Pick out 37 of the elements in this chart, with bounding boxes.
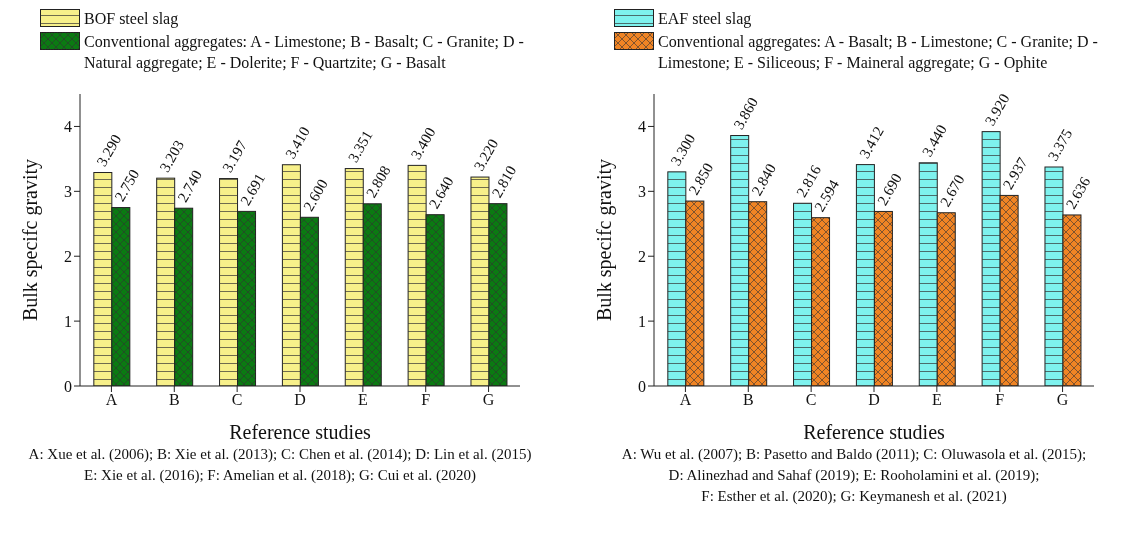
text: D: Alinezhad and Sahaf (2019); E: Rooholamini et al. (2019); [667,466,1041,485]
x-axis-title: Reference studies [229,421,372,443]
y-tick-label: 3 [64,183,72,201]
y-axis-title: Bulk specifc gravity [593,158,617,322]
y-tick-label: 1 [64,312,72,330]
legend-label: Conventional aggregates: A - Limestone; B - Basalt; C - Granite; D - Natural aggregate; E - Dolerite; F - Quartzite; G - Basalt [84,32,525,73]
x-tick-label: G [482,391,495,409]
y-tick-label: 1 [638,312,646,330]
text: F: Esther et al. (2020); G: Keymanesh et al. (2021) [700,487,1008,506]
x-axis-title: Reference studies [803,421,946,443]
text: A: Wu et al. (2007); B: Pasetto and Baldo (2011); C: Oluwasola et al. (2015); [620,445,1088,464]
x-tick-label: F [421,391,431,409]
x-tick-label: D [868,391,880,409]
text: A: Xue et al. (2006); B: Xie et al. (2013); C: Chen et al. (2014); D: Lin et al. (2015) [27,445,533,464]
x-tick-label: F [995,391,1005,409]
y-tick-label: 0 [638,377,646,395]
x-tick-label: E [357,391,368,409]
y-tick-label: 0 [64,377,72,395]
x-tick-label: G [1056,391,1069,409]
x-tick-label: C [231,391,243,409]
text: E: Xie et al. (2016); F: Amelian et al. (2018); G: Cui et al. (2020) [83,466,477,485]
y-tick-label: 2 [64,247,72,265]
y-tick-label: 3 [638,183,646,201]
x-tick-label: B [742,391,754,409]
x-tick-label: A [679,391,692,409]
x-tick-label: A [105,391,118,409]
legend-label: EAF steel slag [658,9,753,29]
x-tick-label: E [931,391,942,409]
y-axis-title: Bulk specifc gravity [19,158,43,322]
x-tick-label: B [168,391,180,409]
legend-label: Conventional aggregates: A - Basalt; B - Limestone; C - Granite; D - Limestone; E - Siliceous; F - Maineral aggregate; G - Ophite [658,32,1099,73]
y-tick-label: 2 [638,247,646,265]
x-tick-label: C [805,391,817,409]
y-tick-label: 4 [64,118,72,136]
legend-label: BOF steel slag [84,9,180,29]
y-tick-label: 4 [638,118,646,136]
x-tick-label: D [294,391,306,409]
